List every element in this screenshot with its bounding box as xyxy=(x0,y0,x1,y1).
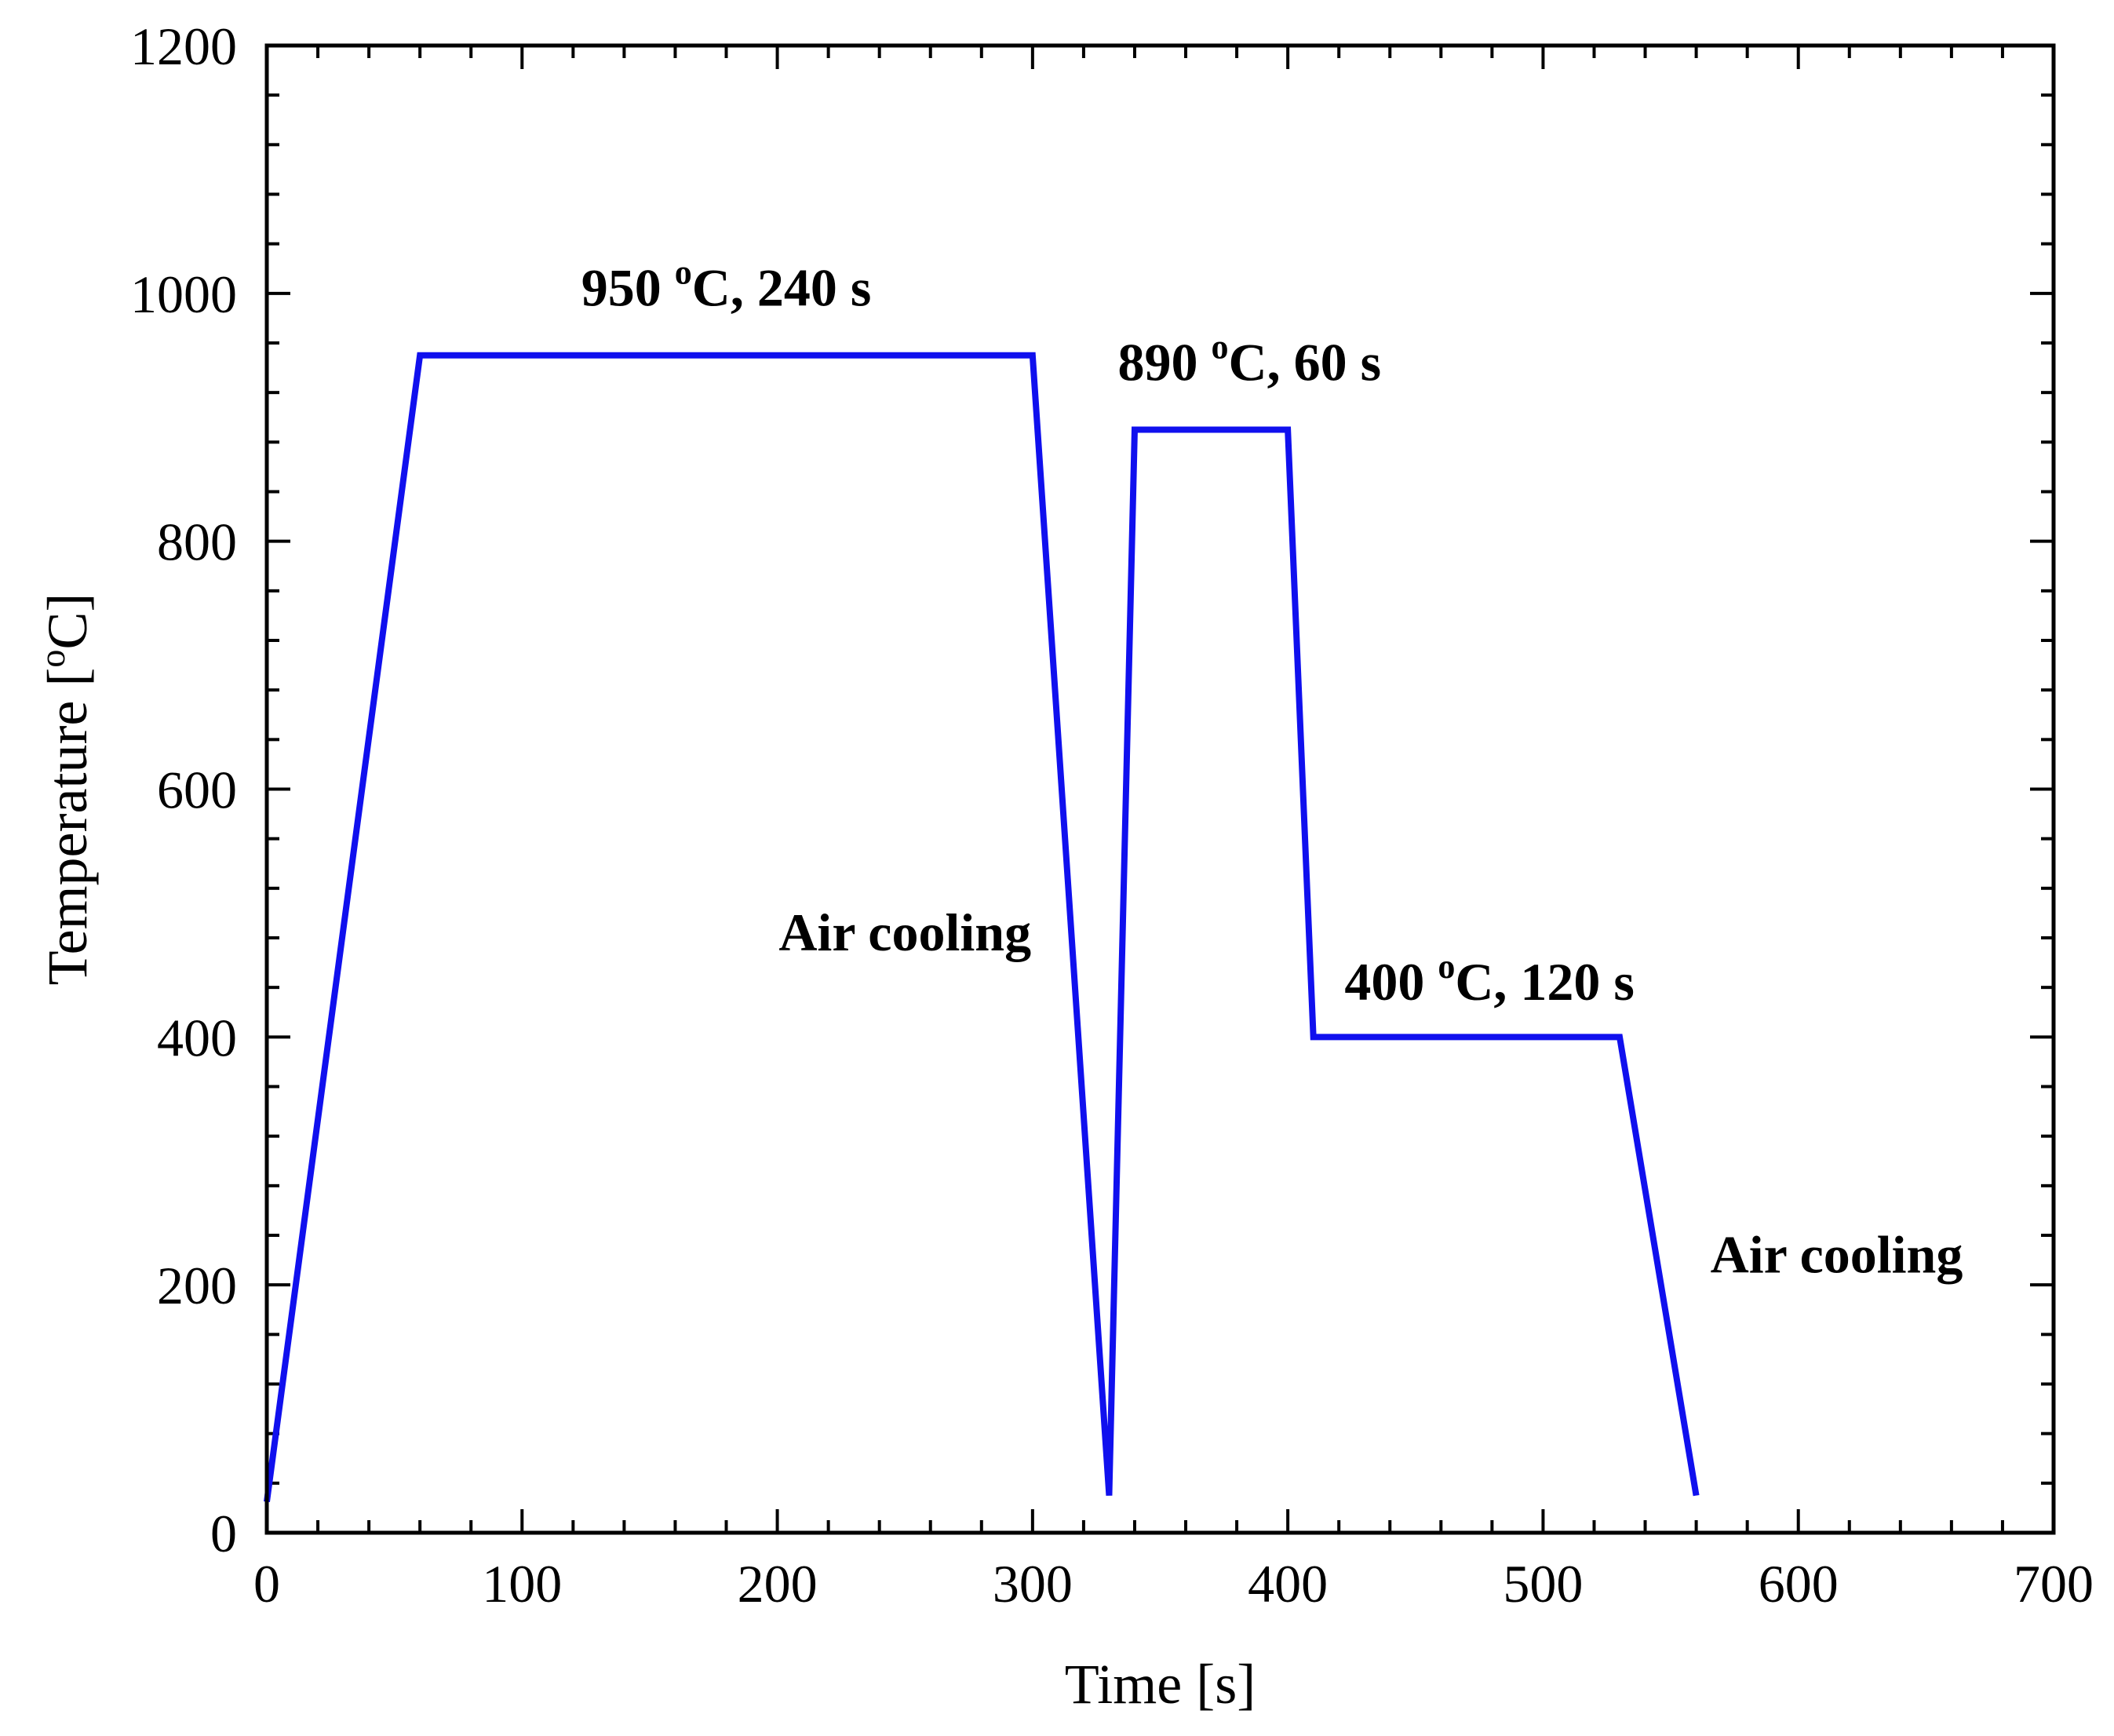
y-tick-label: 400 xyxy=(157,1008,237,1067)
y-axis-title-unit: C] xyxy=(36,593,99,650)
y-tick-label: 1200 xyxy=(130,16,237,76)
y-tick-label: 800 xyxy=(157,512,237,572)
x-tick-label: 500 xyxy=(1503,1554,1583,1614)
tick-labels: 0 100 200 300 400 500 600 700 0 200 400 600 800 1000 1… xyxy=(130,16,2094,1614)
x-tick-label: 600 xyxy=(1759,1554,1839,1614)
annotation-hold-400: 400 oC, 120 s xyxy=(1344,947,1635,1012)
annotation-hold-890: 890 oC, 60 s xyxy=(1118,327,1382,392)
x-tick-label: 200 xyxy=(738,1554,818,1614)
y-tick-label: 200 xyxy=(157,1256,237,1315)
y-tick-label: 1000 xyxy=(130,264,237,324)
temperature-series-line xyxy=(264,352,1700,1503)
y-tick-label: 0 xyxy=(210,1504,237,1563)
x-axis-title: Time [s] xyxy=(1065,1653,1256,1716)
y-axis-title-degree: o xyxy=(32,650,72,668)
y-axis-title: Temperature [oC] xyxy=(32,593,99,986)
x-tick-label: 100 xyxy=(482,1554,562,1614)
annotation-air-cooling-1: Air cooling xyxy=(778,903,1031,962)
series-layer xyxy=(264,352,1700,1503)
y-tick-label: 600 xyxy=(157,760,237,820)
x-tick-label: 700 xyxy=(2014,1554,2094,1614)
plot-frame xyxy=(264,43,2056,1535)
annotation-air-cooling-2: Air cooling xyxy=(1711,1224,1963,1284)
x-tick-label: 0 xyxy=(253,1554,280,1614)
annotation-hold-950: 950 oC, 240 s xyxy=(581,253,872,318)
x-tick-label: 300 xyxy=(993,1554,1073,1614)
annotations: 950 oC, 240 s 890 oC, 60 s Air cooling 400 … xyxy=(581,253,1963,1285)
x-tick-label: 400 xyxy=(1248,1554,1328,1614)
y-axis-title-main: Temperature [ xyxy=(36,668,99,986)
axis-ticks xyxy=(265,44,2055,1534)
